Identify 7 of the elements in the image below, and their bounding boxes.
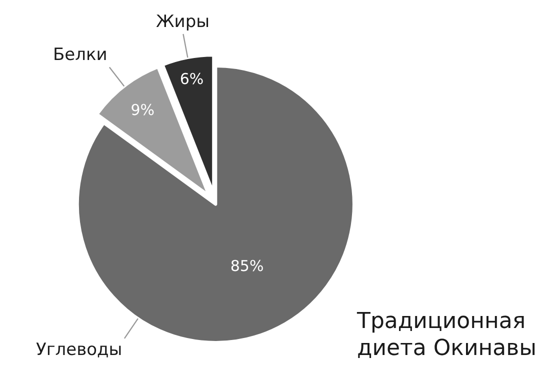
slice-label: Белки: [53, 45, 108, 65]
data-label: 6%: [180, 70, 204, 88]
text: Традиционная диета Окинавы: [357, 309, 538, 362]
slice-label: Углеводы: [36, 340, 122, 360]
data-label: 85%: [230, 256, 264, 275]
data-label: 9%: [130, 101, 155, 120]
slice-label: Жиры: [156, 12, 210, 32]
